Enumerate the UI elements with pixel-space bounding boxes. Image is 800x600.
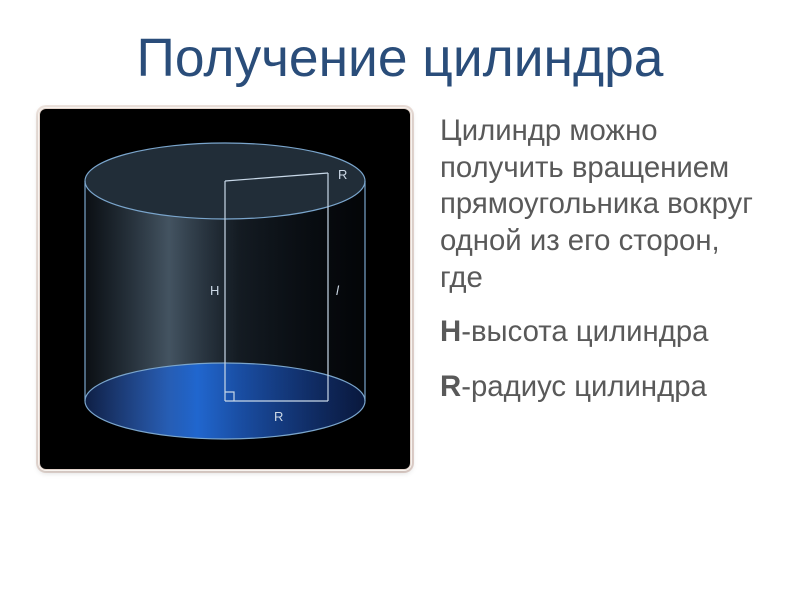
- content-row: RHlR Цилиндр можно получить вращением пр…: [0, 109, 800, 469]
- description-paragraph: R-радиус цилиндра: [440, 369, 760, 406]
- diagram-label: H: [210, 283, 219, 298]
- para-text: -высота цилиндра: [461, 315, 708, 348]
- para-text: -радиус цилиндра: [461, 370, 707, 403]
- diagram-label: R: [338, 167, 347, 182]
- description-paragraph: H-высота цилиндра: [440, 314, 760, 351]
- para-bold: R: [440, 370, 461, 403]
- diagram-label: R: [274, 409, 283, 424]
- description-column: Цилиндр можно получить вращением прямоуг…: [440, 109, 760, 469]
- para-text: Цилиндр можно получить вращением прямоуг…: [440, 114, 753, 294]
- para-bold: H: [440, 315, 461, 348]
- figure-frame: RHlR: [40, 109, 410, 469]
- cylinder-diagram: RHlR: [40, 109, 410, 469]
- page-title: Получение цилиндра: [0, 0, 800, 109]
- description-paragraph: Цилиндр можно получить вращением прямоуг…: [440, 113, 760, 296]
